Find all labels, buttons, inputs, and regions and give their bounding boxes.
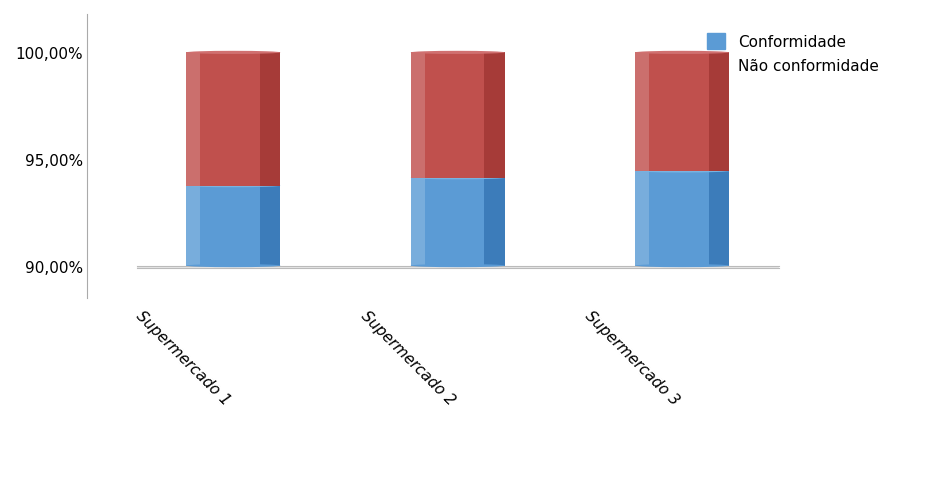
Ellipse shape — [635, 170, 730, 173]
Polygon shape — [260, 53, 280, 186]
Polygon shape — [709, 171, 730, 266]
Ellipse shape — [411, 52, 505, 55]
Polygon shape — [709, 53, 730, 171]
Polygon shape — [411, 179, 425, 266]
Polygon shape — [186, 186, 280, 266]
Polygon shape — [484, 179, 505, 266]
Polygon shape — [186, 53, 200, 186]
Polygon shape — [260, 186, 280, 266]
Legend: Conformidade, Não conformidade: Conformidade, Não conformidade — [701, 28, 885, 80]
Polygon shape — [411, 53, 505, 179]
Polygon shape — [137, 267, 779, 268]
Polygon shape — [484, 53, 505, 179]
Ellipse shape — [411, 264, 505, 268]
Polygon shape — [635, 171, 730, 266]
Ellipse shape — [186, 264, 280, 268]
Polygon shape — [635, 171, 649, 266]
Polygon shape — [635, 53, 649, 171]
Ellipse shape — [635, 52, 730, 55]
Polygon shape — [635, 53, 730, 171]
Ellipse shape — [635, 264, 730, 268]
Ellipse shape — [186, 52, 280, 55]
Ellipse shape — [411, 177, 505, 180]
Polygon shape — [186, 186, 200, 266]
Polygon shape — [411, 179, 505, 266]
Ellipse shape — [186, 185, 280, 188]
Polygon shape — [411, 53, 425, 179]
Polygon shape — [186, 53, 280, 186]
